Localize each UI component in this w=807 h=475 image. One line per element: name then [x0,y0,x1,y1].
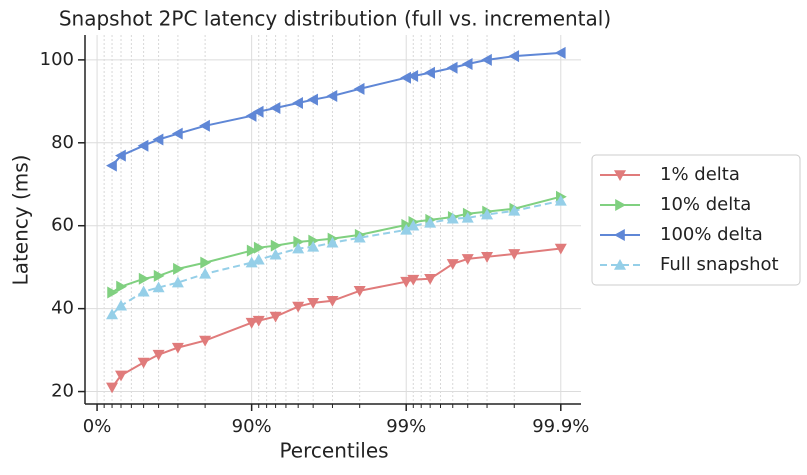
legend: 1% delta 10% delta 100% delta Full snapshot [591,154,801,286]
point-marker [554,46,566,59]
point-marker [152,349,165,361]
legend-label: 1% delta [660,164,740,185]
point-marker [138,272,150,285]
point-marker [307,240,320,252]
point-marker [446,61,458,74]
point-marker [171,276,184,288]
point-marker [554,194,567,206]
point-marker [326,89,338,102]
point-marker [106,159,117,172]
point-marker [508,204,521,216]
point-marker [407,219,420,231]
point-marker [326,295,339,307]
point-marker [171,127,183,140]
point-marker [481,252,494,263]
point-marker [171,342,184,354]
point-marker [353,286,366,297]
legend-marker [614,259,626,270]
series-line [111,51,561,167]
point-marker [115,370,128,382]
point-marker [424,216,437,228]
point-marker [353,231,366,243]
x-axis-label: Percentiles [279,439,388,463]
point-marker [246,244,258,257]
legend-label: 100% delta [660,224,763,245]
point-marker [461,211,474,223]
y-tick-label: 60 [51,215,74,236]
point-marker [446,212,459,224]
point-marker [153,269,165,282]
point-marker [292,301,305,313]
point-marker [292,96,303,109]
point-marker [245,256,258,268]
x-tick-label: 99% [386,416,426,437]
point-marker [292,242,305,254]
point-marker [353,82,365,95]
point-marker [252,315,265,327]
x-tick-label: 90% [232,416,272,437]
point-marker [106,308,119,320]
point-marker [199,335,212,347]
y-axis-label: Latency (ms) [9,155,33,286]
y-tick-label: 40 [51,298,74,319]
point-marker [116,280,128,293]
point-marker [245,109,257,122]
point-marker [269,311,282,323]
point-marker [400,276,413,288]
point-marker [508,50,520,63]
y-tick-label: 20 [51,381,74,402]
legend-marker [615,199,626,211]
point-marker [508,249,521,260]
point-marker [481,208,494,220]
x-tick-label: 99.9% [532,416,589,437]
point-marker [446,259,459,270]
point-marker [400,71,412,84]
point-marker [270,239,282,252]
y-tick-label: 100 [40,49,74,70]
point-marker [307,93,318,106]
point-marker [115,149,126,162]
point-marker [400,223,413,235]
legend-box [591,154,801,286]
point-marker [199,119,210,132]
point-marker [137,357,150,369]
point-marker [252,253,265,265]
point-marker [199,267,212,279]
point-marker [137,139,149,152]
point-marker [293,235,305,248]
legend-marker [614,170,626,181]
point-marker [424,66,435,79]
point-marker [106,382,119,394]
point-marker [461,254,474,265]
point-marker [253,241,265,254]
point-marker [245,317,258,329]
legend-marker [614,229,625,241]
point-marker [200,256,212,269]
point-marker [407,274,420,286]
point-marker [107,286,119,299]
x-tick-label: 0% [83,416,112,437]
y-tick-label: 80 [51,132,74,153]
point-marker [424,273,437,285]
point-marker [461,58,473,71]
legend-label: 10% delta [660,194,751,215]
point-marker [326,236,339,248]
point-marker [308,234,320,247]
point-marker [554,243,567,255]
point-marker [137,285,150,297]
chart-title: Snapshot 2PC latency distribution (full … [59,7,611,31]
point-marker [152,133,164,146]
point-marker [152,281,165,293]
point-marker [307,298,320,309]
legend-label: Full snapshot [660,254,779,275]
point-marker [269,101,281,114]
point-marker [407,70,419,83]
point-marker [252,105,264,118]
point-marker [481,53,492,66]
point-marker [173,262,184,275]
point-marker [269,248,282,260]
point-marker [115,299,128,311]
